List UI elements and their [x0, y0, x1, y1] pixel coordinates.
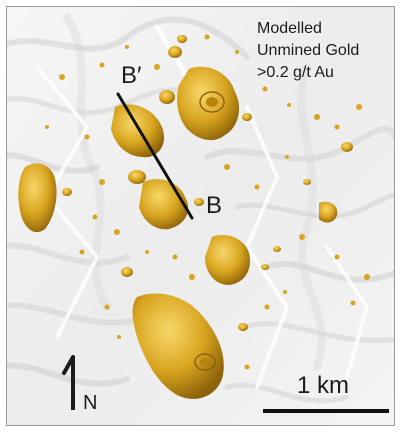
north-arrow-icon — [62, 355, 75, 410]
terrain-relief — [7, 13, 394, 404]
gold-orebody-east-central — [205, 234, 281, 285]
legend-title-line2: Unmined Gold — [257, 42, 360, 59]
gold-orebody-west — [18, 163, 72, 233]
gold-orebody-north-central — [111, 104, 165, 184]
map-frame: Modelled Unmined Gold >0.2 g/t Au B′ B N… — [6, 6, 395, 426]
map-canvas — [7, 7, 394, 425]
section-line — [116, 92, 194, 220]
gold-orebody-east — [303, 142, 353, 223]
legend-title-line1: Modelled — [257, 20, 322, 37]
scale-label: 1 km — [297, 372, 350, 399]
north-label: N — [83, 392, 98, 414]
section-start-label: B′ — [121, 62, 142, 89]
gold-orebody-ne — [159, 35, 252, 141]
section-end-label: B — [206, 192, 223, 219]
gold-orebody-south — [121, 267, 248, 399]
legend-threshold: >0.2 g/t Au — [257, 64, 334, 81]
gold-specks — [45, 34, 370, 370]
